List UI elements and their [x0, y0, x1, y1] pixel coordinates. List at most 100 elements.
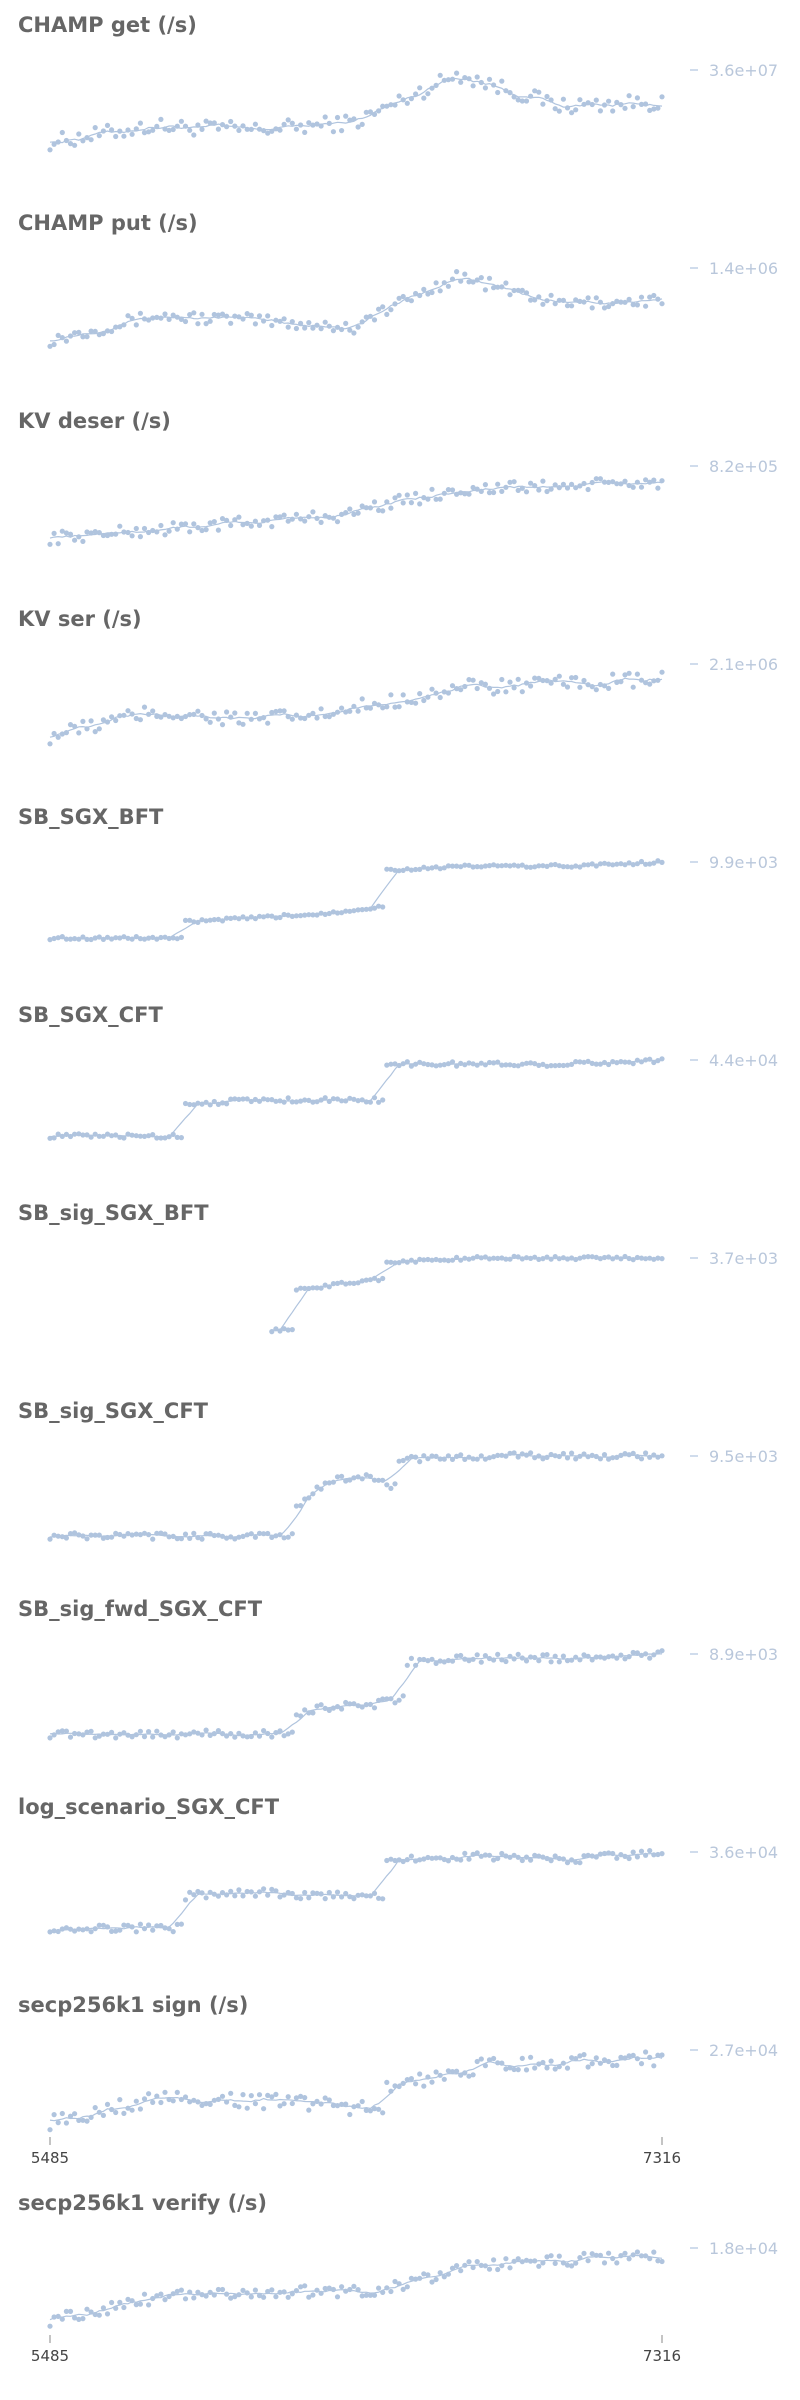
- data-point: [92, 125, 98, 131]
- data-point: [166, 127, 172, 133]
- data-point: [581, 1853, 587, 1859]
- data-point: [449, 1658, 456, 1664]
- data-point: [478, 2262, 484, 2268]
- data-point: [536, 1256, 542, 1262]
- data-point: [182, 2296, 189, 2302]
- data-point: [577, 1860, 583, 1866]
- data-point: [511, 287, 517, 294]
- data-point: [376, 2106, 382, 2112]
- data-point: [417, 501, 423, 507]
- data-point: [376, 1278, 382, 1284]
- y-tick-label: 8.2e+05: [709, 457, 778, 476]
- data-point: [647, 2054, 653, 2060]
- data-point: [195, 1888, 201, 1895]
- data-point: [322, 1896, 328, 1902]
- data-point: [215, 916, 221, 923]
- data-point: [569, 1657, 575, 1663]
- data-point: [67, 936, 74, 942]
- panel-3: 2.1e+06: [47, 655, 778, 747]
- data-point: [634, 302, 641, 308]
- data-point: [486, 2266, 493, 2272]
- data-point: [51, 2314, 57, 2320]
- data-point: [137, 1532, 143, 1538]
- data-point: [236, 720, 242, 726]
- data-point: [281, 121, 287, 127]
- data-point: [478, 1853, 484, 1859]
- data-point: [400, 1061, 406, 1067]
- data-point: [429, 865, 435, 871]
- data-point: [437, 1257, 443, 1263]
- data-point: [355, 324, 361, 330]
- data-point: [330, 2102, 336, 2109]
- data-point: [577, 1657, 583, 1663]
- data-point: [84, 529, 90, 535]
- data-point: [647, 861, 653, 867]
- data-point: [261, 715, 267, 721]
- data-point: [137, 1921, 143, 1927]
- data-point: [55, 1729, 61, 1735]
- data-point: [273, 915, 279, 921]
- data-point: [560, 1856, 567, 1862]
- data-point: [199, 2292, 205, 2298]
- data-point: [367, 1099, 373, 1105]
- data-point: [445, 487, 451, 493]
- data-point: [622, 478, 628, 484]
- data-point: [133, 1732, 139, 1738]
- data-point: [195, 1100, 201, 1106]
- data-point: [261, 1531, 267, 1537]
- data-point: [573, 1654, 579, 1660]
- data-point: [388, 2288, 394, 2295]
- data-point: [544, 298, 550, 304]
- data-point: [195, 321, 201, 327]
- data-point: [182, 318, 189, 325]
- data-point: [556, 673, 562, 679]
- data-point: [486, 1655, 493, 1662]
- data-point: [647, 1655, 653, 1661]
- data-point: [141, 2291, 148, 2297]
- data-point: [133, 934, 139, 940]
- data-point: [154, 529, 160, 535]
- data-point: [515, 1063, 521, 1069]
- data-point: [413, 2276, 419, 2282]
- data-point: [314, 912, 320, 918]
- data-point: [507, 1450, 513, 1456]
- data-point: [511, 94, 517, 100]
- data-point: [84, 1132, 90, 1138]
- data-point: [614, 1454, 620, 1460]
- data-point: [495, 1255, 501, 1261]
- data-point: [113, 531, 119, 537]
- data-point: [215, 1101, 221, 1107]
- data-point: [67, 1926, 74, 1932]
- data-point: [310, 1099, 316, 1105]
- data-point: [318, 910, 324, 916]
- data-point: [540, 1652, 546, 1658]
- data-point: [577, 1059, 583, 1065]
- data-point: [577, 1453, 583, 1459]
- data-point: [285, 1534, 291, 1540]
- data-point: [203, 918, 209, 924]
- data-point: [626, 1059, 632, 1065]
- data-point: [199, 917, 205, 923]
- data-point: [560, 1255, 567, 1261]
- data-point: [351, 1896, 357, 1902]
- data-point: [207, 2289, 213, 2295]
- data-point: [392, 2278, 398, 2285]
- data-point: [593, 97, 599, 103]
- data-point: [302, 2095, 308, 2101]
- data-point: [170, 935, 176, 941]
- data-point: [207, 318, 213, 324]
- data-point: [298, 2093, 304, 2099]
- data-point: [137, 1133, 143, 1139]
- data-point: [540, 2260, 546, 2266]
- data-point: [647, 1848, 653, 1854]
- data-point: [577, 684, 583, 690]
- data-point: [334, 1704, 341, 1710]
- data-point: [404, 100, 410, 106]
- y-tick-label: 1.4e+06: [709, 259, 778, 278]
- data-point: [519, 1256, 525, 1262]
- data-point: [548, 862, 554, 868]
- data-point: [281, 1733, 287, 1739]
- data-point: [273, 1888, 279, 1894]
- data-point: [392, 495, 398, 501]
- data-point: [519, 689, 525, 695]
